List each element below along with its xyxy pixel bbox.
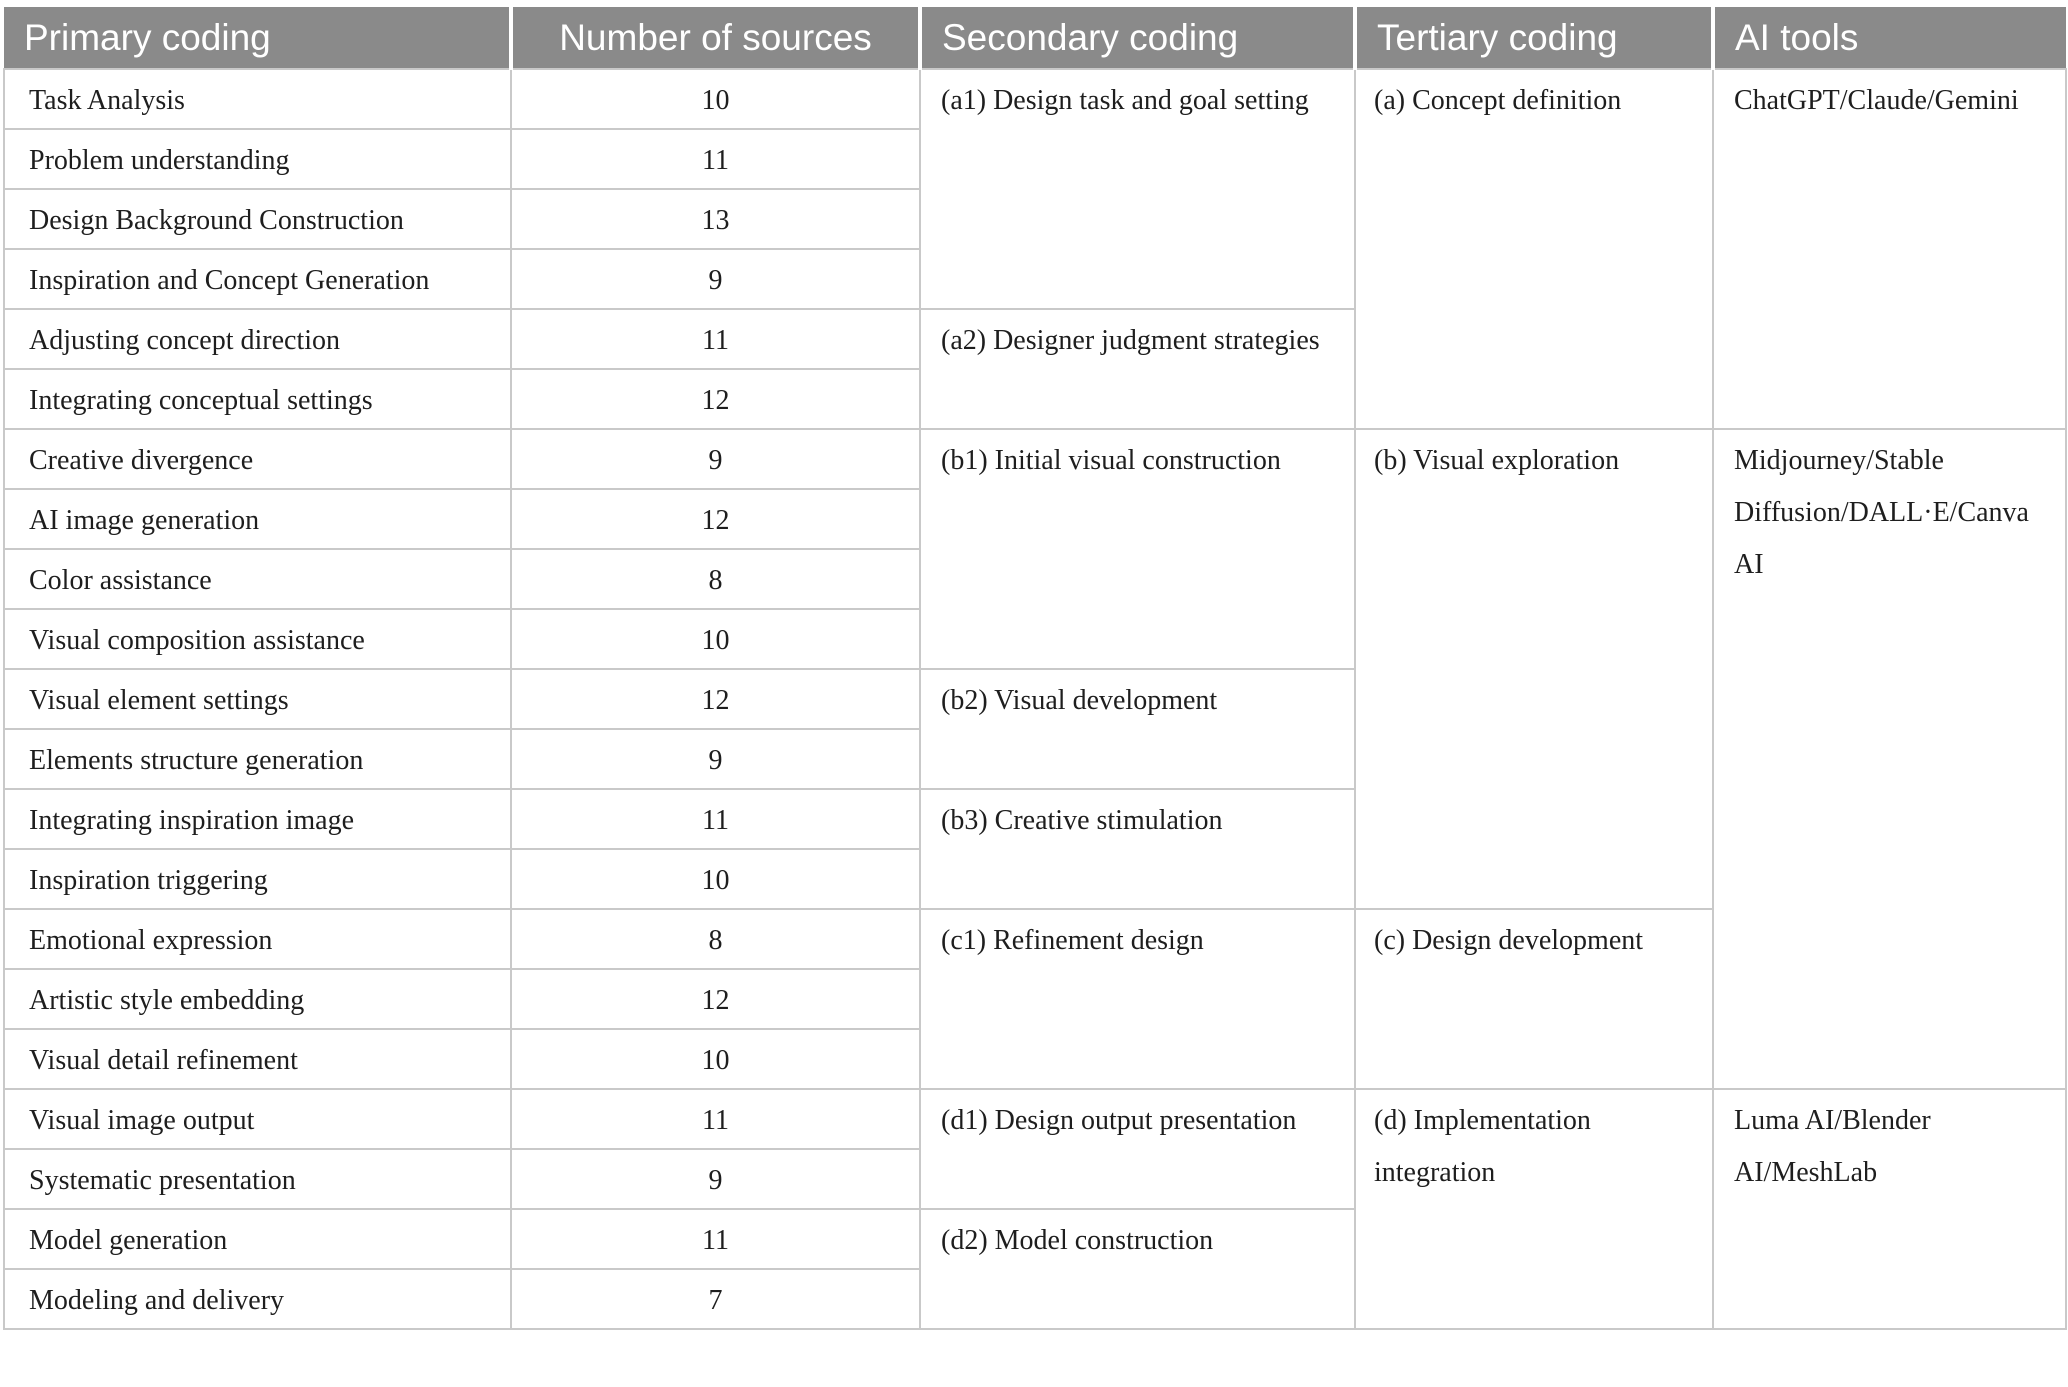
coding-table: Primary coding Number of sources Seconda… <box>3 7 2067 1330</box>
secondary-group-cell-a2: (a2) Designer judgment strategies <box>919 308 1356 430</box>
primary-cell: Task Analysis <box>3 68 512 130</box>
sources-cell: 11 <box>510 788 921 850</box>
sources-cell: 10 <box>510 1028 921 1090</box>
table-row: Elements structure generation 9 <box>3 728 2066 790</box>
column-header-number-of-sources: Number of sources <box>511 7 922 69</box>
primary-cell: Visual image output <box>3 1088 512 1150</box>
secondary-group-cell-b2: (b2) Visual development <box>919 668 1356 790</box>
primary-cell: Elements structure generation <box>3 728 512 790</box>
table-row: Modeling and delivery 7 <box>3 1268 2066 1330</box>
table-row: Color assistance 8 <box>3 548 2066 610</box>
sources-cell: 11 <box>510 308 921 370</box>
table-row: Model generation 11 (d2) Model construct… <box>3 1208 2066 1330</box>
table-row: Artistic style embedding 12 <box>3 968 2066 1030</box>
secondary-group-cell-b1: (b1) Initial visual construction <box>919 428 1356 670</box>
table-row: Task Analysis 10 (a1) Design task and go… <box>3 68 2067 430</box>
secondary-group-cell-d2: (d2) Model construction <box>919 1208 1356 1330</box>
secondary-group-cell-a1: (a1) Design task and goal setting <box>919 68 1356 310</box>
sources-cell: 9 <box>510 248 921 310</box>
primary-cell: Inspiration and Concept Generation <box>3 248 512 310</box>
primary-cell: Systematic presentation <box>3 1148 512 1210</box>
table-row: Systematic presentation 9 <box>3 1148 2066 1210</box>
table-row: Visual element settings 12 (b2) Visual d… <box>3 668 2066 790</box>
primary-cell: AI image generation <box>3 488 512 550</box>
sources-cell: 8 <box>510 908 921 970</box>
column-header-tertiary-coding: Tertiary coding <box>1355 7 1715 69</box>
primary-cell: Problem understanding <box>3 128 512 190</box>
table-row: Integrating inspiration image 11 (b3) Cr… <box>3 788 2066 910</box>
sources-cell: 9 <box>510 1148 921 1210</box>
sources-cell: 11 <box>510 1088 921 1150</box>
table-body: Task Analysis 10 (a1) Design task and go… <box>3 68 2067 1330</box>
table-row: AI image generation 12 <box>3 488 2066 550</box>
sources-cell: 9 <box>510 428 921 490</box>
ai-tools-cell-visual: Midjourney/Stable Diffusion/DALL·E/Canva… <box>1712 428 2067 1090</box>
secondary-group-cell-d1: (d1) Design output presentation <box>919 1088 1356 1210</box>
sources-cell: 12 <box>510 968 921 1030</box>
sources-cell: 10 <box>510 848 921 910</box>
sources-cell: 13 <box>510 188 921 250</box>
sources-cell: 10 <box>510 68 921 130</box>
primary-cell: Artistic style embedding <box>3 968 512 1030</box>
table-row: Integrating conceptual settings 12 <box>3 368 2066 430</box>
sources-cell: 12 <box>510 488 921 550</box>
table-row: Design Background Construction 13 <box>3 188 2066 250</box>
table-row: Visual detail refinement 10 <box>3 1028 2066 1090</box>
table-row: Visual image output 11 (d1) Design outpu… <box>3 1088 2067 1330</box>
primary-cell: Integrating inspiration image <box>3 788 512 850</box>
primary-cell: Inspiration triggering <box>3 848 512 910</box>
table-row: Problem understanding 11 <box>3 128 2066 190</box>
ai-tools-cell-concept: ChatGPT/Claude/Gemini <box>1712 68 2067 430</box>
sources-cell: 9 <box>510 728 921 790</box>
tertiary-group-cell-b: (b) Visual exploration <box>1354 428 1714 910</box>
table-row: Creative divergence 9 (b1) Initial visua… <box>3 428 2067 1090</box>
column-header-ai-tools: AI tools <box>1713 7 2066 69</box>
sources-cell: 8 <box>510 548 921 610</box>
table-row: Inspiration triggering 10 <box>3 848 2066 910</box>
column-header-primary-coding: Primary coding <box>4 7 513 69</box>
primary-cell: Visual element settings <box>3 668 512 730</box>
primary-cell: Model generation <box>3 1208 512 1270</box>
primary-cell: Color assistance <box>3 548 512 610</box>
primary-cell: Integrating conceptual settings <box>3 368 512 430</box>
table-header: Primary coding Number of sources Seconda… <box>4 7 2066 69</box>
sources-cell: 12 <box>510 368 921 430</box>
primary-cell: Emotional expression <box>3 908 512 970</box>
primary-cell: Visual composition assistance <box>3 608 512 670</box>
primary-cell: Adjusting concept direction <box>3 308 512 370</box>
header-row: Primary coding Number of sources Seconda… <box>4 7 2066 69</box>
tertiary-group-cell-a: (a) Concept definition <box>1354 68 1714 430</box>
primary-cell: Creative divergence <box>3 428 512 490</box>
table-row: Inspiration and Concept Generation 9 <box>3 248 2066 310</box>
ai-tools-cell-implementation: Luma AI/Blender AI/MeshLab <box>1712 1088 2067 1330</box>
table-row: Emotional expression 8 (c1) Refinement d… <box>3 908 2066 1090</box>
table-row: Adjusting concept direction 11 (a2) Desi… <box>3 308 2066 430</box>
primary-cell: Visual detail refinement <box>3 1028 512 1090</box>
primary-cell: Modeling and delivery <box>3 1268 512 1330</box>
sources-cell: 7 <box>510 1268 921 1330</box>
sources-cell: 10 <box>510 608 921 670</box>
column-header-secondary-coding: Secondary coding <box>920 7 1357 69</box>
sources-cell: 11 <box>510 128 921 190</box>
sources-cell: 11 <box>510 1208 921 1270</box>
tertiary-group-cell-c: (c) Design development <box>1354 908 1714 1090</box>
sources-cell: 12 <box>510 668 921 730</box>
secondary-group-cell-c1: (c1) Refinement design <box>919 908 1356 1090</box>
secondary-group-cell-b3: (b3) Creative stimulation <box>919 788 1356 910</box>
primary-cell: Design Background Construction <box>3 188 512 250</box>
tertiary-group-cell-d: (d) Implementation integration <box>1354 1088 1714 1330</box>
table-row: Visual composition assistance 10 <box>3 608 2066 670</box>
